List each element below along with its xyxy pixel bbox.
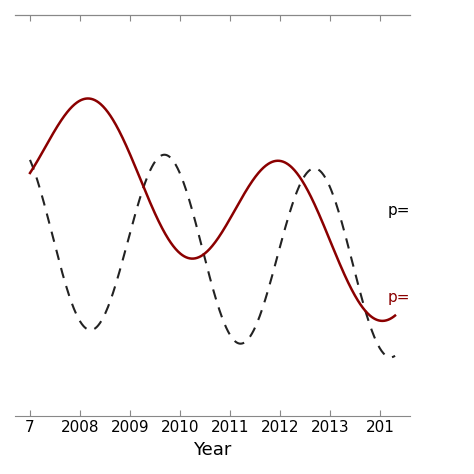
Text: p=: p= [388,203,410,218]
Text: p=: p= [388,290,410,305]
X-axis label: Year: Year [193,441,232,459]
